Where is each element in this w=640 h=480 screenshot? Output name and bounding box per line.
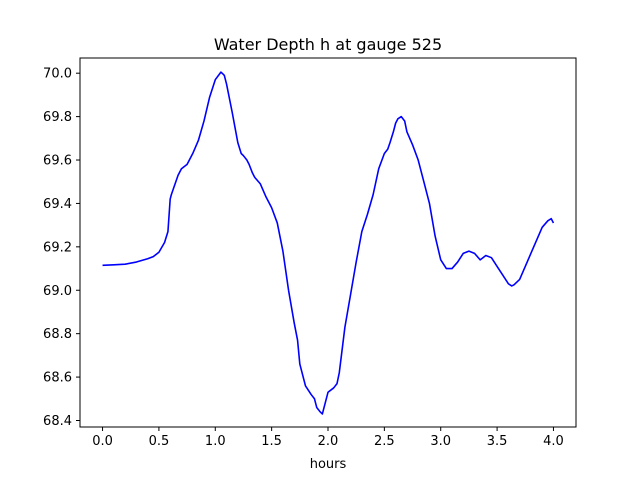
x-tick-label: 3.5: [487, 434, 508, 449]
y-tick-label: 69.0: [43, 284, 72, 299]
y-tick-label: 69.8: [43, 110, 72, 125]
x-tick-label: 1.5: [261, 434, 282, 449]
y-tick-label: 69.2: [43, 240, 72, 255]
x-axis-label: hours: [310, 457, 347, 472]
x-tick-label: 0.5: [149, 434, 170, 449]
x-tick-label: 2.5: [374, 434, 395, 449]
series-line-0: [102, 71, 555, 415]
x-tick-label: 2.0: [318, 434, 339, 449]
y-tick-label: 68.6: [43, 371, 72, 386]
x-tick-label: 3.0: [430, 434, 451, 449]
chart-title: Water Depth h at gauge 525: [214, 35, 442, 54]
x-tick-label: 4.0: [543, 434, 564, 449]
x-tick-label: 0.0: [92, 434, 113, 449]
axes: 0.0 0.5 1.0 1.5 2.0 2.5 3.0 3.5 4.0 68.4 68.6 68.8 6…: [43, 57, 577, 449]
y-tick-label: 69.6: [43, 154, 72, 169]
y-tick-label: 70.0: [43, 67, 72, 82]
y-tick-label: 68.4: [43, 414, 72, 429]
y-tick-label: 68.8: [43, 327, 72, 342]
x-tick-label: 1.0: [205, 434, 226, 449]
plot-frame: [79, 57, 577, 428]
y-tick-label: 69.4: [43, 197, 72, 212]
plot-area: [102, 71, 555, 415]
